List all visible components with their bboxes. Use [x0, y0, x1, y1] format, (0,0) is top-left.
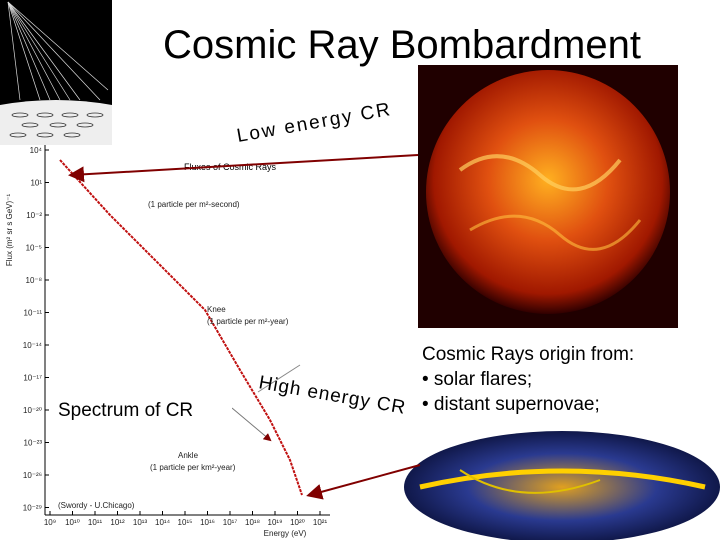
spectrum-label: Spectrum of CR	[58, 400, 193, 421]
label-box	[52, 393, 232, 425]
y-tick-label: 10⁻²	[26, 211, 42, 220]
slide-title: Cosmic Ray Bombardment	[163, 23, 641, 67]
plot-annotation: (1 particle per m²-year)	[207, 317, 289, 326]
y-tick-label: 10⁻⁸	[26, 276, 43, 285]
plot-annotation: Knee	[207, 305, 226, 314]
spectrum-curve	[59, 159, 303, 496]
x-tick-label: 10¹³	[133, 518, 148, 527]
shower-icon	[0, 0, 112, 145]
x-tick-label: 10¹⁴	[155, 518, 171, 527]
x-tick-label: 10¹¹	[88, 518, 103, 527]
high-energy-label: High energy CR	[257, 372, 408, 419]
sky-map	[404, 431, 720, 540]
spectrum-plot: 10⁴ 10¹ 10⁻² 10⁻⁵ 10⁻⁸ 10⁻¹¹ 10⁻¹⁴ 10⁻¹⁷ 10⁻²⁰ 10…	[5, 145, 330, 538]
y-tick-label: 10⁻²⁰	[23, 406, 42, 415]
arrow	[231, 407, 272, 442]
x-axis-label: Energy (eV)	[264, 529, 307, 538]
arrow	[306, 464, 421, 500]
x-tick-label: 10¹⁹	[268, 518, 283, 527]
arrow	[68, 154, 419, 183]
y-tick-label: 10⁻²³	[24, 439, 43, 448]
sun-image	[418, 65, 678, 328]
x-tick-label: 10¹⁸	[245, 518, 260, 527]
y-tick-label: 10⁻¹⁷	[23, 374, 42, 383]
x-tick-label: 10¹⁵	[178, 518, 193, 527]
plot-annotation: Ankle	[178, 451, 199, 460]
y-tick-label: 10⁻⁵	[26, 244, 42, 253]
arrow	[257, 364, 301, 393]
y-tick-label: 10¹	[30, 179, 42, 188]
y-tick-label: 10⁻¹¹	[24, 309, 43, 318]
x-tick-label: 10¹⁶	[200, 518, 215, 527]
plot-credit: (Swordy - U.Chicago)	[58, 501, 135, 510]
y-tick-label: 10⁻²⁶	[23, 471, 42, 480]
origin-heading: Cosmic Rays origin from:	[422, 344, 634, 365]
y-tick-label: 10⁴	[30, 146, 43, 155]
y-tick-label: 10⁻²⁹	[23, 504, 42, 513]
x-tick-label: 10¹²	[110, 518, 125, 527]
x-tick-label: 10²¹	[313, 518, 328, 527]
y-tick-label: 10⁻¹⁴	[23, 341, 43, 350]
x-tick-label: 10¹⁷	[223, 518, 238, 527]
origin-item: • solar flares;	[422, 369, 532, 390]
plot-annotation: (1 particle per m²-second)	[148, 200, 240, 209]
x-tick-label: 10²⁰	[290, 518, 305, 527]
low-energy-label: Low energy CR	[235, 99, 393, 147]
x-tick-label: 10⁹	[44, 518, 56, 527]
plot-title: Fluxes of Cosmic Rays	[184, 162, 277, 172]
y-axis-label: Flux (m² sr s GeV)⁻¹	[5, 194, 14, 267]
x-tick-label: 10¹⁰	[65, 518, 80, 527]
plot-annotation: (1 particle per km²-year)	[150, 463, 236, 472]
origin-item: • distant supernovae;	[422, 394, 600, 415]
